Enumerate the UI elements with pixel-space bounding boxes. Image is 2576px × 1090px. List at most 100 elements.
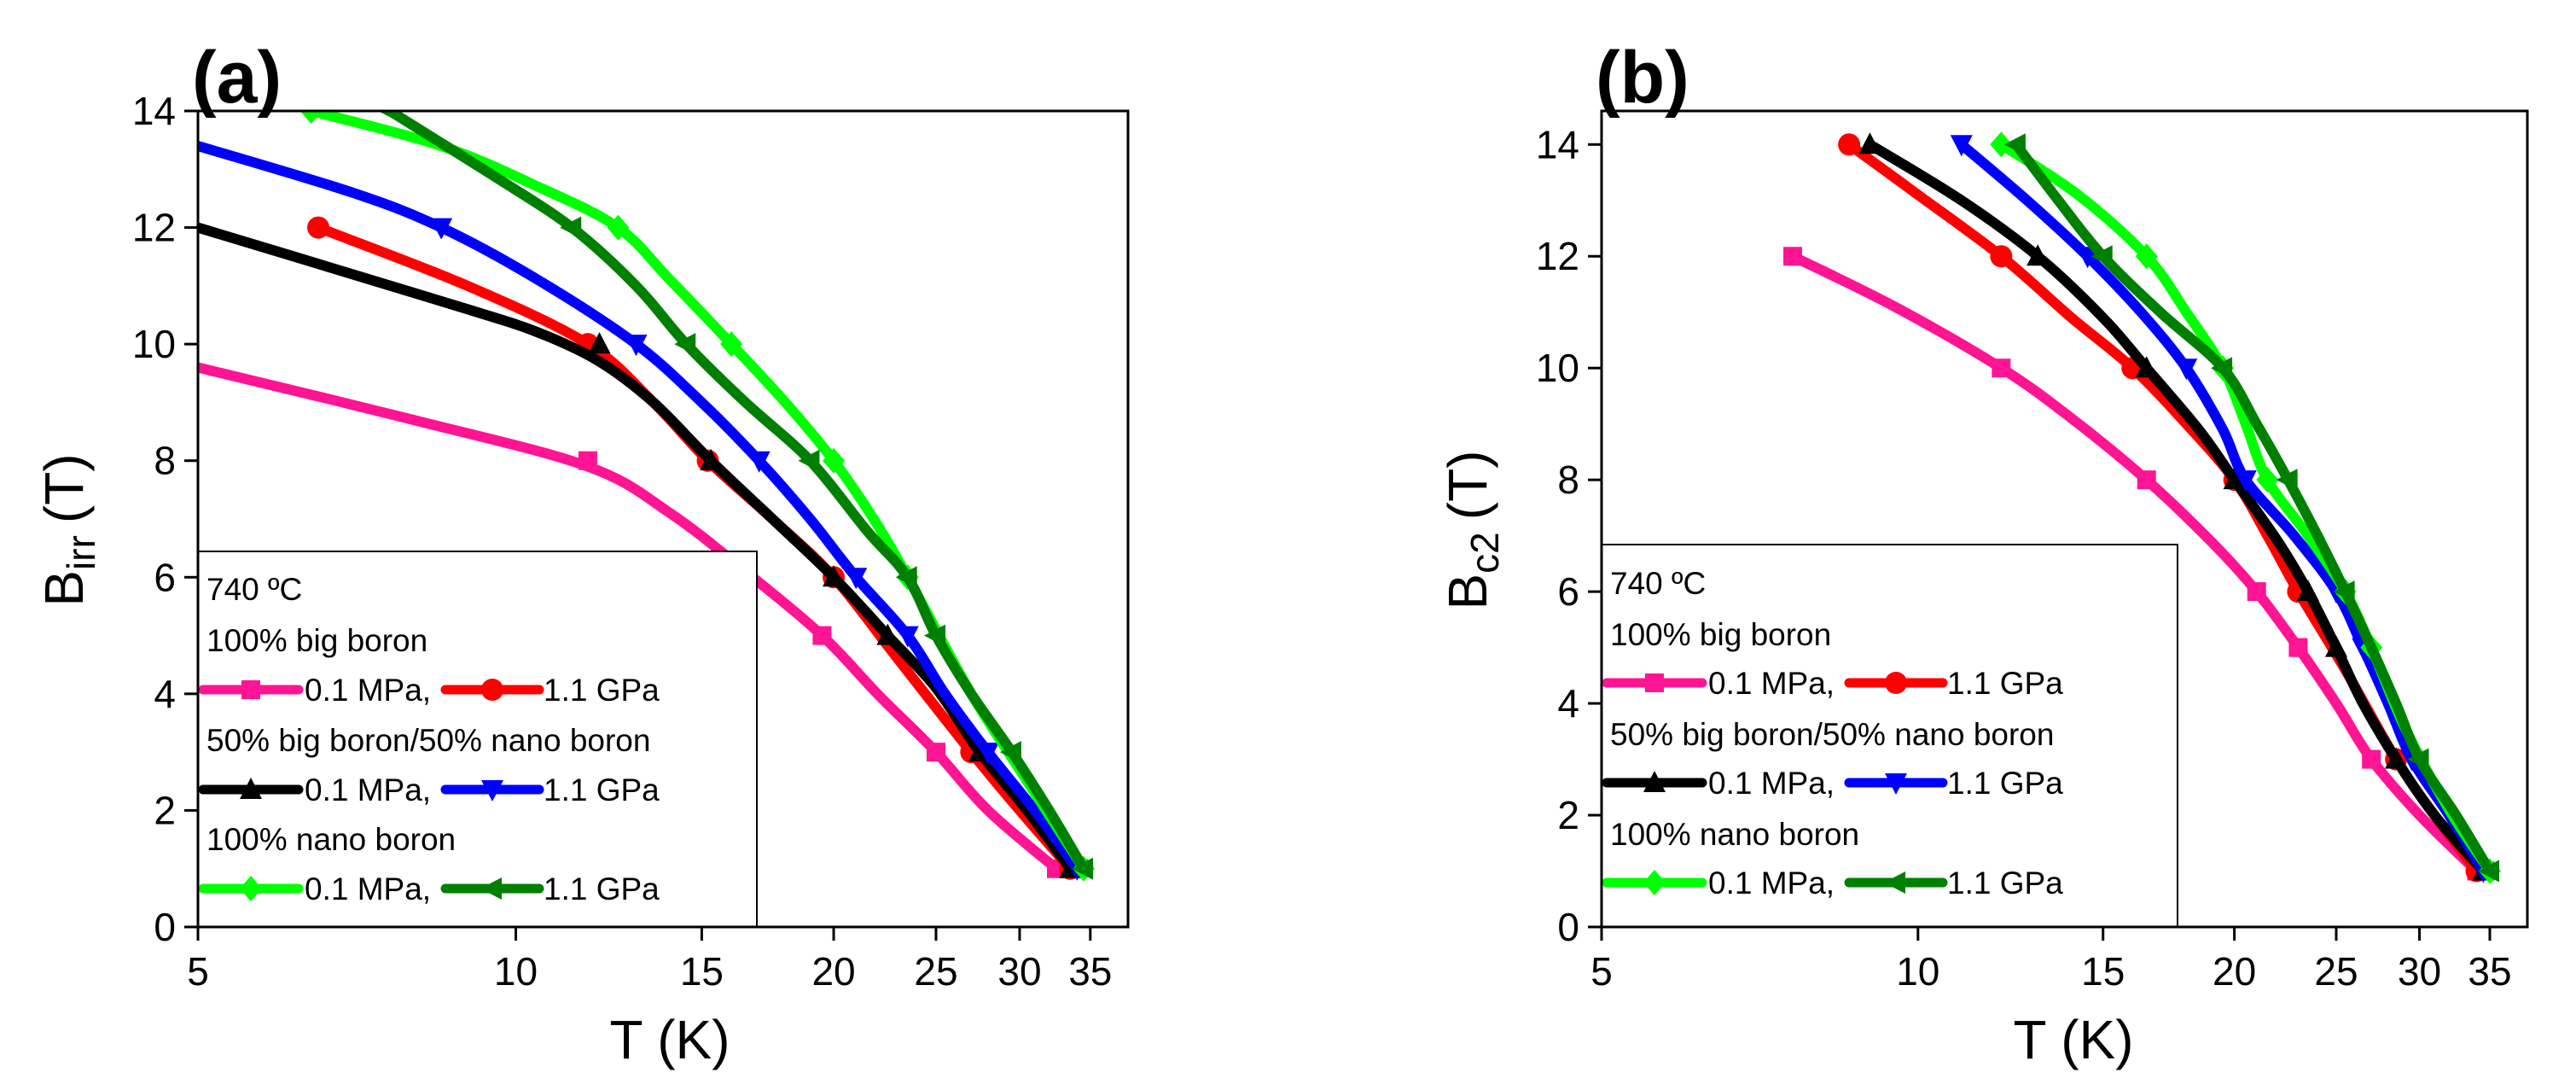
panel-b-series-5-point (2256, 467, 2279, 493)
panel-a-series-4 (198, 141, 1089, 881)
panel-a-series-4-point (430, 218, 453, 240)
panel-a-x-tick-label: 25 (914, 949, 957, 994)
panel-a-legend-row-2: 0.1 MPa, 1.1 GPa (198, 772, 660, 807)
panel-b-axes: 5 10 15 20 25 30 35 0 2 4 6 8 10 12 14 (1536, 122, 2512, 994)
panel-a-series-6-point (378, 111, 400, 122)
panel-b-series-3-point (2296, 580, 2319, 602)
panel-a-label: (a) (192, 37, 282, 119)
panel-a-series-1-point (812, 626, 832, 645)
panel-a-series-6 (378, 111, 1094, 880)
panel-b-legend-group-3-title: 100% nano boron (1610, 817, 1859, 852)
panel-b-x-tick-label: 5 (1590, 949, 1613, 994)
panel-a-series-5-point (299, 111, 323, 124)
panel-b-series-1-point (2362, 749, 2381, 769)
panel-b-y-axis-symbol: B (1437, 574, 1498, 610)
panel-b-series-6-point (2276, 469, 2298, 492)
panel-a-series-4-point (845, 568, 868, 590)
panel-a-series-5-point (823, 447, 846, 474)
panel-a-y-tick-label: 4 (154, 672, 176, 716)
panel-a-y-axis-title: Birr (T) (33, 453, 103, 606)
panel-a-series-3 (198, 222, 1082, 878)
panel-b-legend-marker-5 (1643, 870, 1666, 895)
panel-b-series-3-point (2385, 747, 2408, 769)
panel-a-y-tick-label: 2 (154, 788, 176, 832)
panel-b-series-3-point (2325, 635, 2348, 657)
panel-a-series-1-point (578, 451, 597, 470)
panel-b-series-6-point (2090, 245, 2113, 268)
panel-b-legend-marker-4 (1885, 773, 1907, 795)
panel-b-legend-row-3: 0.1 MPa, 1.1 GPa (1602, 866, 2063, 901)
panel-a-legend-row-1: 0.1 MPa, 1.1 GPa (198, 673, 660, 708)
panel-a-x-tick-label: 30 (997, 949, 1041, 994)
panel-b-y-tick-label: 0 (1557, 905, 1579, 949)
panel-b-legend-group-2-title: 50% big boron/50% nano boron (1610, 717, 2054, 752)
panel-a-legend-group-3-title: 100% nano boron (206, 822, 456, 857)
panel-a-series-4-point (747, 451, 770, 473)
panel-b-series-6-point (2333, 580, 2355, 603)
panel-b-series-4-point (2234, 470, 2257, 493)
panel-b-series-6 (2003, 133, 2500, 883)
panel-a-legend-entry-4: 1.1 GPa (544, 772, 660, 807)
panel-a-series-6-point (999, 741, 1021, 764)
panel-b-legend-entry-5: 0.1 MPa, (1708, 866, 1835, 901)
panel-a-legend-marker-5 (240, 876, 262, 901)
panel-a-legend-entry-5: 0.1 MPa, (305, 871, 431, 906)
panel-b-x-tick-label: 30 (2398, 949, 2441, 994)
panel-b-legend-entry-2: 1.1 GPa (1947, 666, 2063, 701)
panel-a: (a) 5 10 15 20 25 30 35 0 2 4 6 8 10 12 14 T (K) Birr (… (33, 37, 1130, 1070)
panel-b-legend-entry-3: 0.1 MPa, (1708, 766, 1835, 801)
panel-a-series-6-point (560, 216, 582, 239)
panel-a-series-5-point (720, 331, 743, 358)
panel-a-series-4-point (976, 743, 999, 765)
panel-a-axes: 5 10 15 20 25 30 35 0 2 4 6 8 10 12 14 (132, 89, 1113, 994)
panel-b-y-tick-label: 6 (1557, 569, 1579, 614)
panel-a-x-axis-title: T (K) (609, 1009, 730, 1070)
panel-a-series-3-point (588, 332, 611, 354)
panel-b-legend-condition: 740 ºC (1610, 566, 1706, 601)
panel-b-series-6-point (2003, 133, 2026, 156)
panel-b-legend-marker-6 (1884, 871, 1905, 894)
panel-a-legend-group-2-title: 50% big boron/50% nano boron (206, 723, 650, 758)
panel-b-legend-group-1-title: 100% big boron (1610, 617, 1831, 652)
panel-a-x-tick-label: 20 (811, 949, 855, 994)
panel-a-series-3-point (876, 623, 899, 645)
panel-a-series-2-point (307, 216, 330, 239)
panel-a-legend-marker-1 (241, 680, 260, 699)
panel-b-legend-entry-4: 1.1 GPa (1947, 766, 2063, 801)
panel-b-x-tick-label: 25 (2314, 949, 2358, 994)
panel-b-series-1-point (2288, 638, 2308, 657)
panel-b-series-2-point (1990, 245, 2013, 268)
panel-b-y-tick-label: 8 (1557, 458, 1579, 502)
panel-a-series-6-point (798, 449, 820, 472)
panel-b-legend-marker-3 (1643, 771, 1666, 792)
panel-b-series-layer (1782, 131, 2502, 884)
panel-b-plot-area: 5 10 15 20 25 30 35 0 2 4 6 8 10 12 14 (1536, 122, 2512, 994)
panel-b-series-4-point (2175, 358, 2198, 381)
panel-a-series-6-point (895, 566, 917, 589)
panel-a-series-6-point (674, 333, 696, 356)
panel-a-legend-marker-3 (240, 778, 262, 799)
panel-a-legend-marker-4 (481, 780, 503, 801)
panel-a-legend-entry-3: 0.1 MPa, (305, 772, 431, 807)
panel-a-legend-entry-2: 1.1 GPa (544, 673, 660, 708)
panel-b-label: (b) (1596, 37, 1689, 119)
panel-b-y-axis-unit: (T) (1437, 451, 1498, 521)
panel-b-y-tick-label: 10 (1536, 346, 1579, 390)
panel-a-x-tick-label: 10 (494, 949, 538, 994)
panel-a-legend-condition: 740 ºC (206, 572, 302, 607)
panel-b-series-3-point (2135, 356, 2158, 378)
panel-b: (b) 5 10 15 20 25 30 35 0 2 4 6 8 10 12 14 T (K) Bc2 (T… (1437, 37, 2529, 1070)
panel-a-legend: 740 ºC 100% big boron 50% big boron/50% … (197, 551, 758, 928)
panel-b-y-tick-label: 4 (1557, 681, 1579, 726)
panel-b-series-3-point (2223, 468, 2246, 490)
panel-b-series-6-point (2478, 860, 2500, 883)
panel-b-y-tick-label: 2 (1557, 793, 1579, 837)
panel-b-legend-marker-2 (1885, 672, 1907, 694)
panel-a-series-4-point (896, 626, 919, 648)
panel-a-y-axis-symbol: B (33, 570, 95, 607)
panel-b-series-5-point (1990, 131, 2013, 158)
panel-b-x-axis-title: T (K) (2013, 1009, 2133, 1070)
panel-b-x-tick-label: 35 (2468, 949, 2511, 994)
panel-b-plot-frame (1600, 109, 2529, 929)
